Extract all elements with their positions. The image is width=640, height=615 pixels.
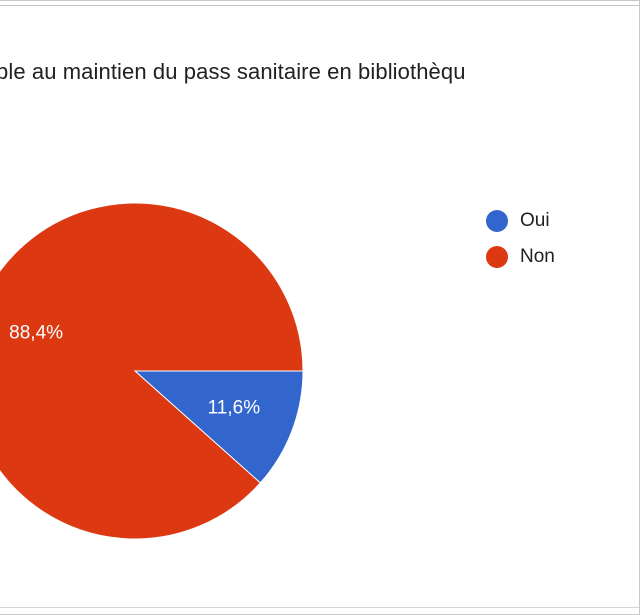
legend-swatch-oui (486, 210, 508, 232)
top-divider (0, 5, 639, 6)
bottom-divider (0, 607, 639, 608)
chart-title: ple au maintien du pass sanitaire en bib… (0, 59, 466, 84)
slice-label-non: 88,4% (9, 322, 63, 343)
legend-label-oui: Oui (520, 210, 550, 231)
slice-label-oui: 11,6% (208, 398, 261, 419)
pie-slice-oui[interactable] (133, 370, 304, 484)
pie-slice-non[interactable] (0, 202, 304, 540)
legend-item-oui[interactable]: Oui (486, 203, 555, 239)
legend: Oui Non (486, 203, 555, 275)
legend-item-non[interactable]: Non (486, 239, 555, 275)
legend-label-non: Non (520, 246, 555, 267)
legend-swatch-non (486, 246, 508, 268)
